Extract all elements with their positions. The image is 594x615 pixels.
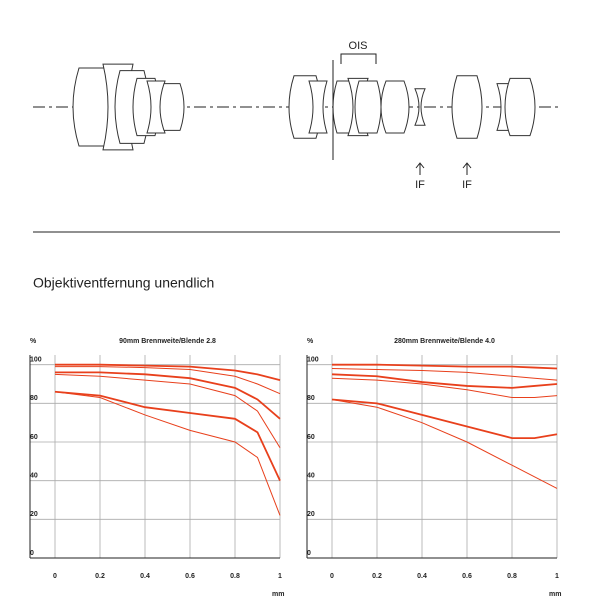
y-tick-label: 80 [30, 395, 38, 402]
lens [308, 80, 328, 134]
if-label: IF [415, 179, 425, 191]
mtf-line [331, 398, 558, 489]
mtf-line [332, 363, 558, 370]
mtf-line [331, 377, 558, 399]
lens [451, 75, 483, 139]
y-tick-label: 80 [307, 395, 315, 402]
mtf-line [55, 371, 281, 420]
mtf-line [54, 373, 281, 449]
x-tick-label: 0 [53, 573, 57, 580]
y-tick-label: 100 [30, 357, 42, 364]
x-tick-label: 0.8 [507, 573, 517, 580]
y-tick-label: 60 [307, 434, 315, 441]
lens [354, 80, 382, 134]
chart-title: 90mm Brennweite/Blende 2.8 [119, 338, 216, 345]
x-tick-label: 0.2 [372, 573, 382, 580]
x-tick-label: 0.6 [462, 573, 472, 580]
x-tick-label: 1 [278, 573, 282, 580]
y-tick-label: 60 [30, 434, 38, 441]
y-tick-label: 40 [30, 473, 38, 480]
lens-diagram [72, 63, 536, 151]
x-axis-label: mm [549, 591, 561, 598]
x-tick-label: 0 [330, 573, 334, 580]
mtf-line [54, 391, 281, 516]
lens [414, 88, 426, 126]
lens [159, 83, 185, 131]
x-tick-label: 0.8 [230, 573, 240, 580]
arrow [462, 162, 472, 175]
x-tick-label: 1 [555, 573, 559, 580]
mtf-line [331, 373, 558, 389]
x-axis-label: mm [272, 591, 284, 598]
if-label: IF [462, 179, 472, 191]
y-tick-label: 20 [30, 511, 38, 518]
arrow [415, 162, 425, 175]
ois-label: OIS [349, 40, 368, 52]
mtf-line [55, 366, 281, 395]
y-tick-label: 100 [307, 357, 319, 364]
mtf-line [331, 398, 558, 440]
y-tick-label: 20 [307, 511, 315, 518]
lens [380, 80, 410, 134]
x-tick-label: 0.2 [95, 573, 105, 580]
x-tick-label: 0.6 [185, 573, 195, 580]
y-tick-label: 0 [307, 550, 311, 557]
mtf-line [331, 368, 558, 381]
mtf-line [54, 390, 281, 482]
ois-bracket [340, 53, 377, 64]
x-tick-label: 0.4 [140, 573, 150, 580]
x-tick-label: 0.4 [417, 573, 427, 580]
lens [504, 77, 536, 137]
y-axis-label: % [307, 338, 314, 345]
mtf-line [55, 363, 281, 382]
y-axis-label: % [30, 338, 37, 345]
y-tick-label: 0 [30, 550, 34, 557]
y-tick-label: 40 [307, 473, 315, 480]
chart-title: 280mm Brennweite/Blende 4.0 [394, 338, 495, 345]
heading: Objektiventfernung unendlich [33, 275, 214, 291]
